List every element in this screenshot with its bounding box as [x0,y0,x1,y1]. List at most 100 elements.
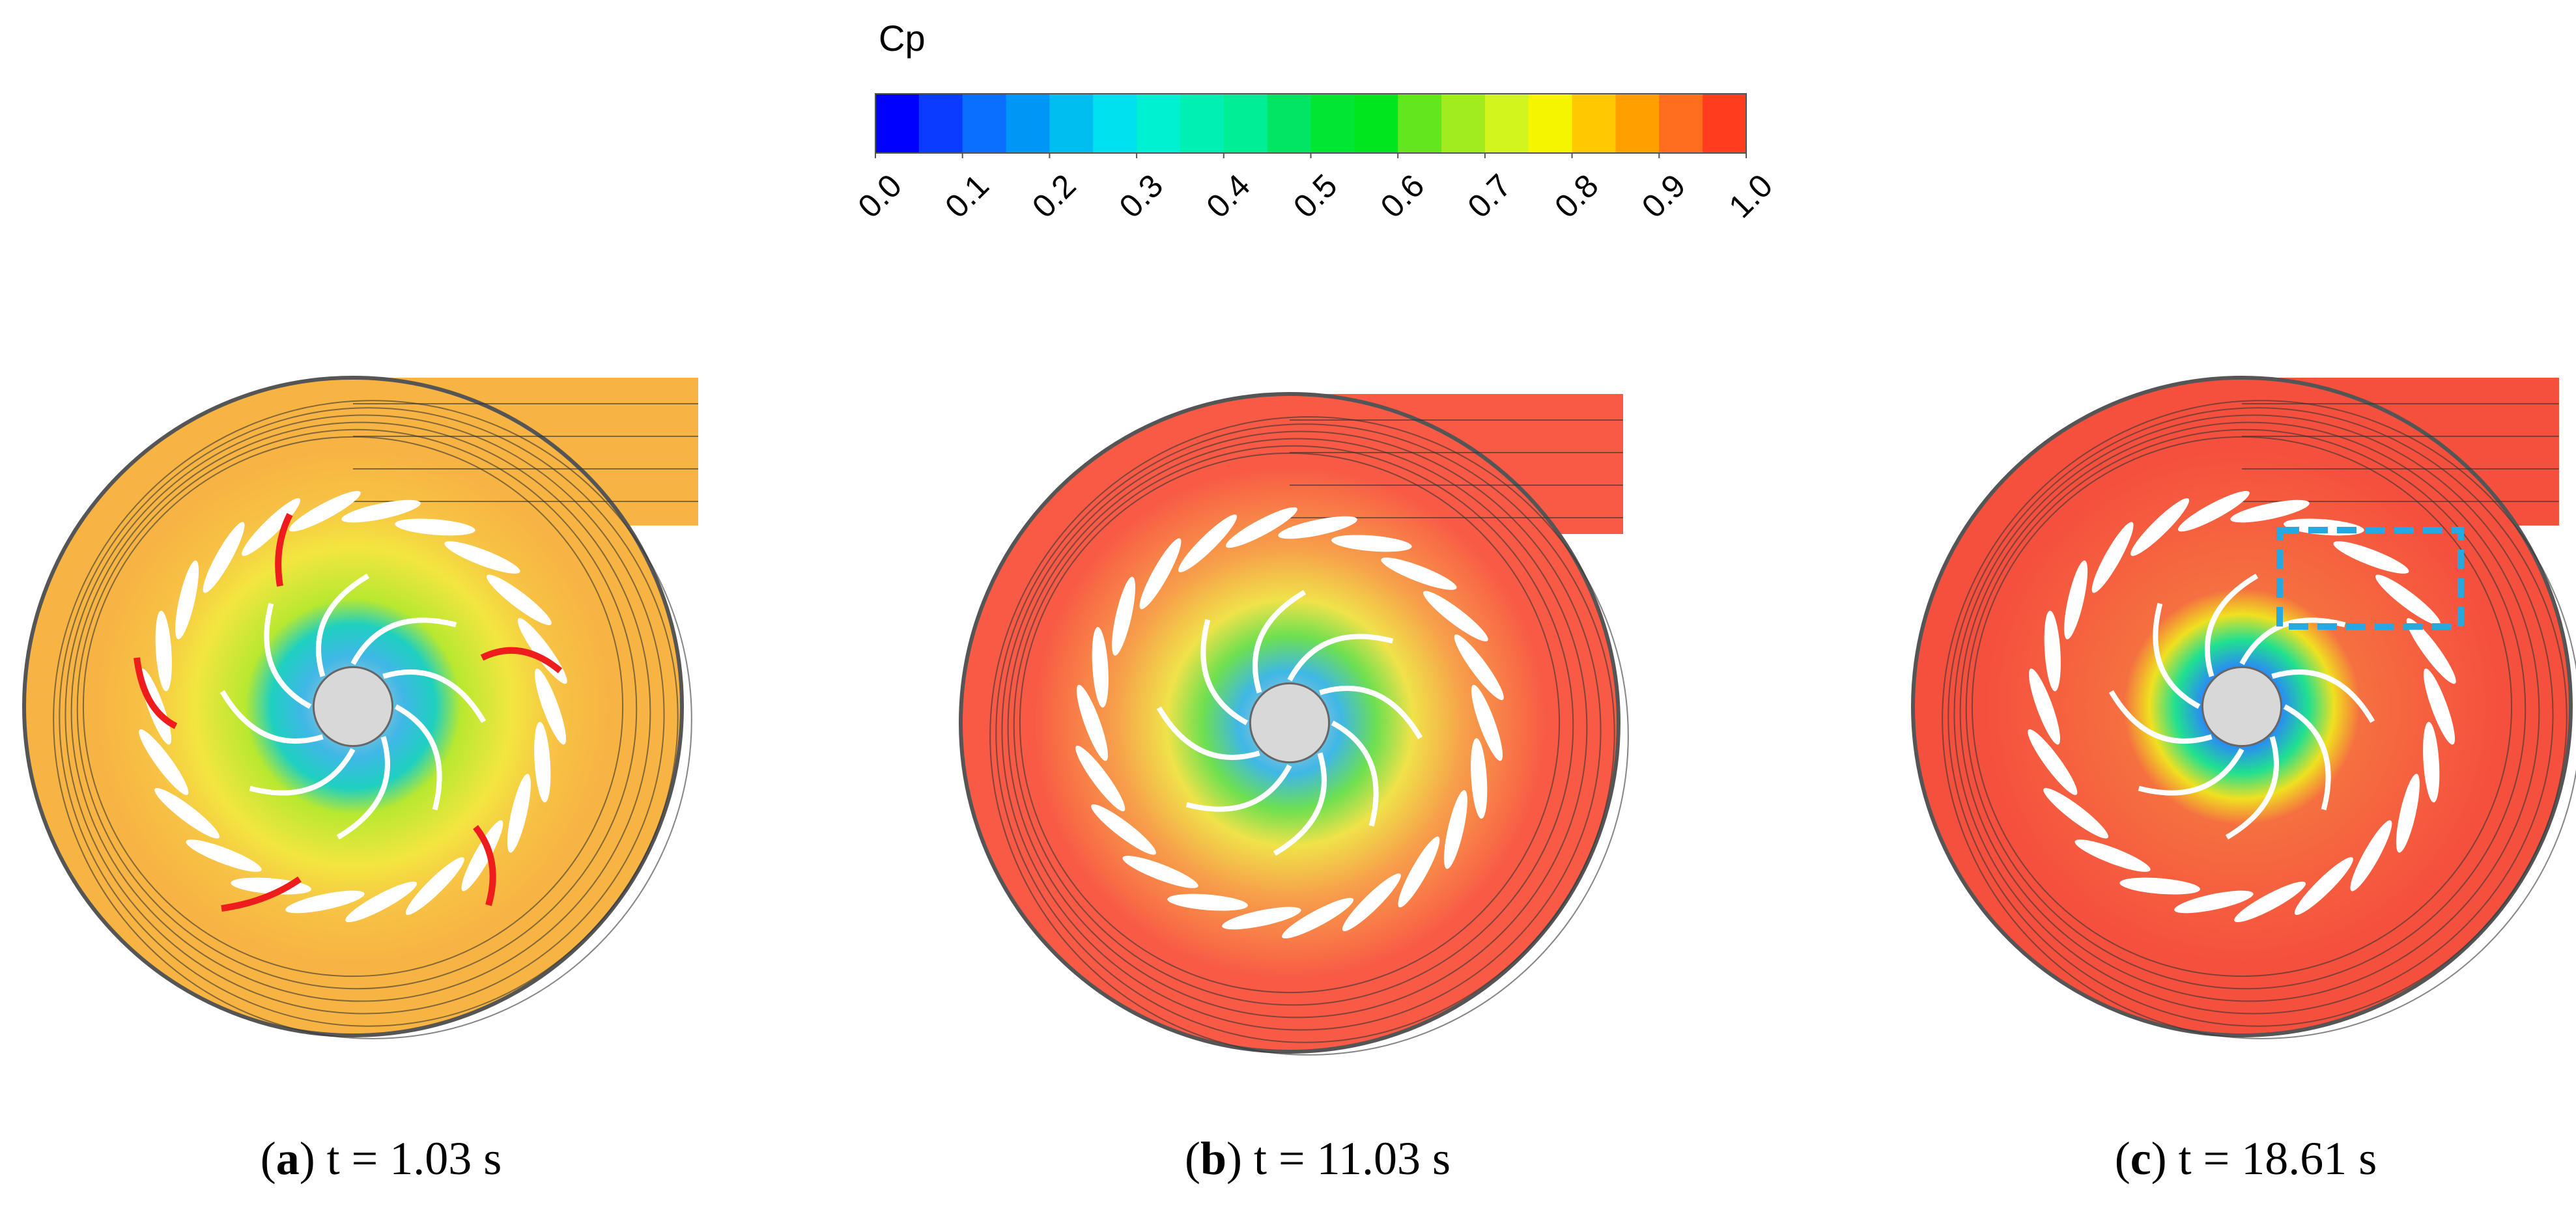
diffuser-vane [1075,745,1125,811]
diffuser-vane [1282,897,1354,939]
impeller-blade [1287,634,1394,682]
colorbar-tick-label: 0.5 [1286,167,1344,225]
diffuser-vane [2230,499,2310,523]
caption-paren: ( [261,1132,276,1185]
color-band [1441,94,1486,153]
caption-letter: b [1200,1132,1226,1185]
caption-letter: c [2130,1132,2151,1185]
color-band [1354,94,1398,153]
impeller-blade [382,669,487,723]
color-band [875,94,920,153]
diffuser-vane [1167,893,1248,911]
diffuser-vane [2177,490,2250,532]
impeller-blade [2205,573,2259,677]
streamline [1959,421,2540,1002]
colorbar-tick-label: 0.2 [1025,167,1083,225]
color-band [1093,94,1137,153]
diffuser-vane [2044,610,2061,692]
diffuser-vane [1342,873,1401,931]
impeller-blade [350,617,457,666]
colorbar-tick-label: 0.8 [1548,167,1606,225]
colorbar-tick-label: 0.0 [851,167,909,225]
color-band [1703,94,1747,153]
diffuser-vane [155,610,172,692]
streamline [1942,400,2576,1039]
diffuser-vane [1381,557,1457,590]
diffuser-vane [139,729,189,795]
red-arrow [134,657,178,729]
caption-text: ) t = 1.03 s [300,1132,502,1185]
diffuser-vane [2423,722,2440,803]
red-arrow [473,824,496,906]
caption-letter: a [276,1132,300,1185]
diffuser-vane [2119,877,2200,895]
impeller-blade [264,602,312,709]
colorbar-tick-label: 0.7 [1460,167,1518,225]
color-band [1180,94,1224,153]
impeller-blade [316,573,370,677]
streamline [1965,428,2526,990]
annotations [134,513,2464,912]
highlight-box [2276,527,2464,630]
diffuser-vane [534,722,551,803]
diffuser-vane [1225,507,1297,548]
hub [1249,682,1331,764]
diffuser-vane [2396,774,2420,853]
volute-panel: (c) t = 18.61 s [1911,376,2576,1185]
diffuser-vane [1222,906,1301,930]
panel-caption: (b) t = 11.03 s [1185,1132,1451,1185]
caption-text: ) t = 18.61 s [2151,1132,2377,1185]
panel-caption: (c) t = 18.61 s [2115,1132,2377,1185]
impeller-blade [2239,617,2346,666]
color-band [1310,94,1355,153]
impeller-blade [2108,690,2213,744]
streamline [1001,430,1602,1031]
diffuser-vane [289,490,361,532]
diffuser-vane [345,881,418,923]
red-arrow [480,647,563,673]
hub [312,666,394,748]
color-band [918,94,963,153]
diffuser-vane [242,498,301,556]
color-band [1137,94,1181,153]
diffuser-vane [1331,535,1412,552]
diffuser-vane [1092,626,1109,708]
diffuser-vane [2174,890,2254,914]
color-band [1398,94,1442,153]
diffuser-vane [2350,820,2392,892]
diffuser-vane [186,839,262,872]
diffuser-vane [175,560,199,639]
impeller-blade [394,704,442,811]
impeller-blade [249,748,356,796]
color-band [1223,94,1268,153]
colorbar: Cp 0.0 0.1 0.2 0.3 0.4 0.5 0.6 0.7 0.8 0.9 1.0 [851,18,1779,225]
impeller-blade [2271,669,2375,723]
impeller-blade [1185,764,1292,812]
streamline [59,407,679,1027]
diffuser-vane [461,820,503,892]
colorbar-title: Cp [879,18,926,59]
streamline [76,428,638,990]
red-arrow [221,876,302,912]
colorbar-tick-label: 0.6 [1374,167,1432,225]
diffuser-vane [1091,804,1156,855]
caption-paren: ( [1185,1132,1200,1185]
diffuser-vane [507,774,531,853]
volute-panel: (a) t = 1.03 s [22,376,698,1185]
colorbar-tick-label: 0.4 [1199,167,1257,225]
diffuser-vane [1278,516,1357,539]
color-band [1484,94,1529,153]
streamline [989,416,1629,1056]
streamline [64,414,665,1015]
impeller-blade [1156,706,1260,760]
streamline [1953,414,2554,1015]
diffuser-vane [2074,839,2151,872]
diffuser-vane [2130,498,2190,556]
diffuser-vane [2043,788,2108,839]
streamline [70,421,651,1002]
diffuser-vane [1423,591,1488,641]
diffuser-vane [395,518,475,536]
hub [2201,666,2283,748]
diffuser-vane [2375,574,2441,625]
